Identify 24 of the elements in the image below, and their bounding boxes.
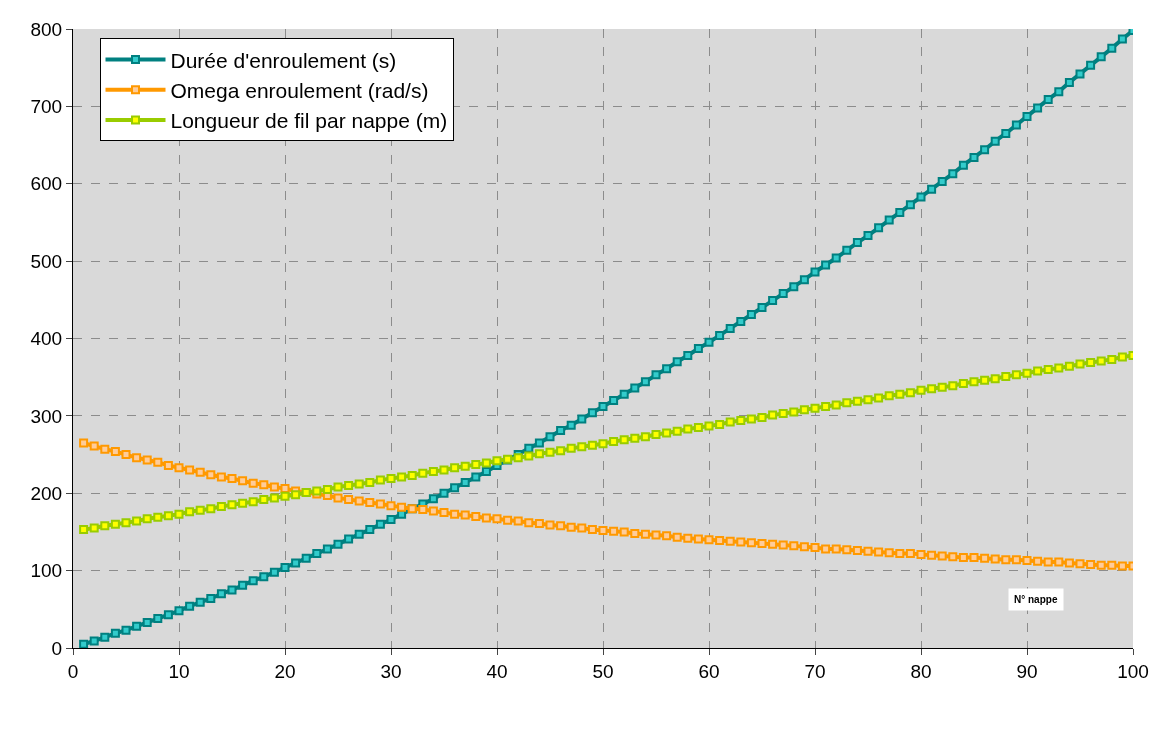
y-tick-label: 200 <box>30 482 63 504</box>
x-tick-label: 40 <box>486 660 508 682</box>
x-tick-label: 60 <box>698 660 720 682</box>
x-tick-label: 50 <box>592 660 614 682</box>
y-tick-label: 300 <box>30 405 63 427</box>
legend-label: Durée d'enroulement (s) <box>170 48 397 72</box>
y-tick-label: 100 <box>30 560 63 582</box>
x-tick-label: 20 <box>274 660 296 682</box>
y-tick-label: 600 <box>30 173 63 195</box>
x-tick-label: 0 <box>67 660 79 682</box>
x-tick-label: 100 <box>1117 660 1149 682</box>
y-tick-label: 700 <box>30 96 63 118</box>
x-tick-label: 10 <box>168 660 190 682</box>
x-tick-label: 70 <box>804 660 826 682</box>
y-tick-label: 0 <box>51 637 63 659</box>
x-tick-label: 90 <box>1016 660 1038 682</box>
x-tick-label: 30 <box>380 660 402 682</box>
x-axis-title: N° nappe <box>1014 594 1058 605</box>
y-tick-label: 500 <box>30 250 63 272</box>
y-tick-label: 800 <box>30 18 63 40</box>
legend-label: Omega enroulement (rad/s) <box>170 78 429 102</box>
x-tick-label: 80 <box>910 660 932 682</box>
y-tick-label: 400 <box>30 328 63 350</box>
legend-label: Longueur de fil par nappe (m) <box>170 109 448 133</box>
